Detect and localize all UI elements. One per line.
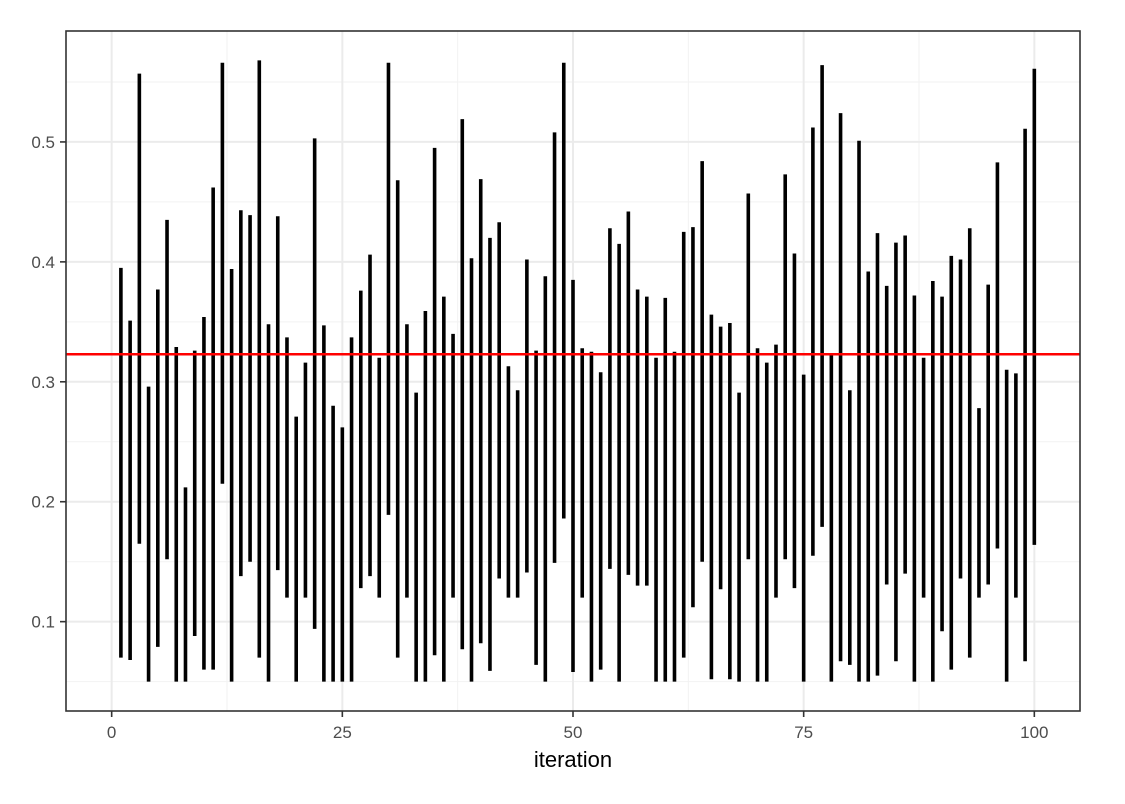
- x-axis-title: iteration: [534, 747, 612, 772]
- interval-segments: [119, 60, 1037, 682]
- y-tick-label: 0.1: [31, 613, 55, 632]
- x-tick-label: 75: [794, 723, 813, 742]
- x-tick-label: 100: [1020, 723, 1048, 742]
- y-tick-label: 0.4: [31, 253, 55, 272]
- x-axis-ticks: 0 25 50 75 100: [107, 711, 1049, 742]
- x-tick-label: 0: [107, 723, 116, 742]
- y-tick-label: 0.2: [31, 493, 55, 512]
- y-tick-label: 0.3: [31, 373, 55, 392]
- y-axis-ticks: 0.1 0.2 0.3 0.4 0.5: [31, 133, 66, 632]
- y-tick-label: 0.5: [31, 133, 55, 152]
- x-tick-label: 50: [564, 723, 583, 742]
- x-tick-label: 25: [333, 723, 352, 742]
